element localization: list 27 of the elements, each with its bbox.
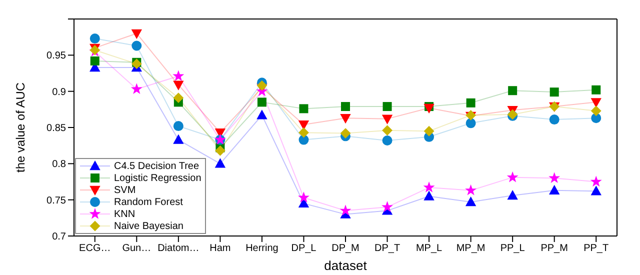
x-tick-label: DP_M bbox=[332, 243, 360, 254]
y-tick-label: 0.7 bbox=[52, 232, 66, 243]
legend-label: C4.5 Decision Tree bbox=[114, 160, 200, 172]
x-tick-label: ECG… bbox=[79, 243, 111, 254]
y-tick-label: 0.95 bbox=[46, 50, 66, 62]
legend-label: Logistic Regression bbox=[114, 172, 202, 184]
x-tick-label: Diatom… bbox=[158, 243, 200, 254]
y-tick-label: 0.75 bbox=[46, 195, 66, 206]
x-tick-label: PP_T bbox=[584, 243, 609, 254]
y-tick-label: 0.85 bbox=[46, 123, 66, 134]
legend-label: KNN bbox=[114, 208, 136, 220]
x-tick-label: PP_L bbox=[500, 243, 526, 254]
legend-label: Random Forest bbox=[114, 196, 183, 208]
x-tick-label: Gun… bbox=[122, 243, 152, 254]
y-axis-title: the value of AUC bbox=[13, 82, 28, 172]
x-tick-label: MP_L bbox=[416, 243, 443, 254]
x-tick-label: DP_T bbox=[374, 243, 400, 254]
y-tick-label: 0.9 bbox=[52, 86, 66, 98]
x-tick-label: Herring bbox=[246, 243, 278, 254]
x-axis-title: dataset bbox=[324, 258, 368, 273]
legend-label: Naive Bayesian bbox=[114, 220, 184, 232]
x-tick-label: DP_L bbox=[291, 243, 317, 254]
x-tick-label: PP_M bbox=[540, 243, 568, 254]
x-tick-label: Ham bbox=[210, 243, 231, 254]
x-tick-label: MP_M bbox=[456, 243, 486, 254]
legend-label: SVM bbox=[114, 184, 136, 196]
y-tick-label: 0.8 bbox=[52, 159, 66, 170]
